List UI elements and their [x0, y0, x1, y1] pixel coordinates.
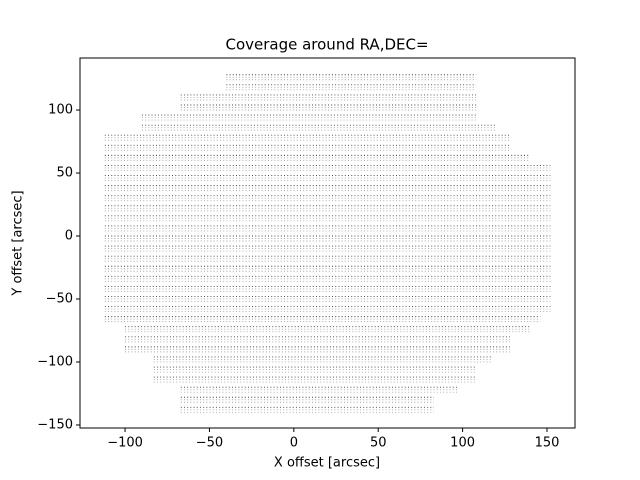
- x-tick-label: 100: [450, 436, 475, 451]
- y-tick-label: 0: [65, 229, 73, 244]
- chart-title: Coverage around RA,DEC=: [225, 36, 428, 54]
- y-tick-label: 100: [48, 103, 73, 118]
- plot-frame: [79, 57, 576, 429]
- x-tick-label: 0: [290, 436, 298, 451]
- x-tick-label: 150: [535, 436, 560, 451]
- y-axis-label: Y offset [arcsec]: [11, 190, 26, 296]
- y-tick-label: −100: [37, 354, 73, 369]
- y-tick-label: −50: [46, 291, 73, 306]
- y-tick-label: 50: [56, 166, 73, 181]
- x-tick-label: 50: [370, 436, 387, 451]
- x-tick-label: −100: [107, 436, 143, 451]
- x-axis-label: X offset [arcsec]: [274, 456, 380, 471]
- x-tick-label: −50: [196, 436, 223, 451]
- y-tick-label: −150: [37, 417, 73, 432]
